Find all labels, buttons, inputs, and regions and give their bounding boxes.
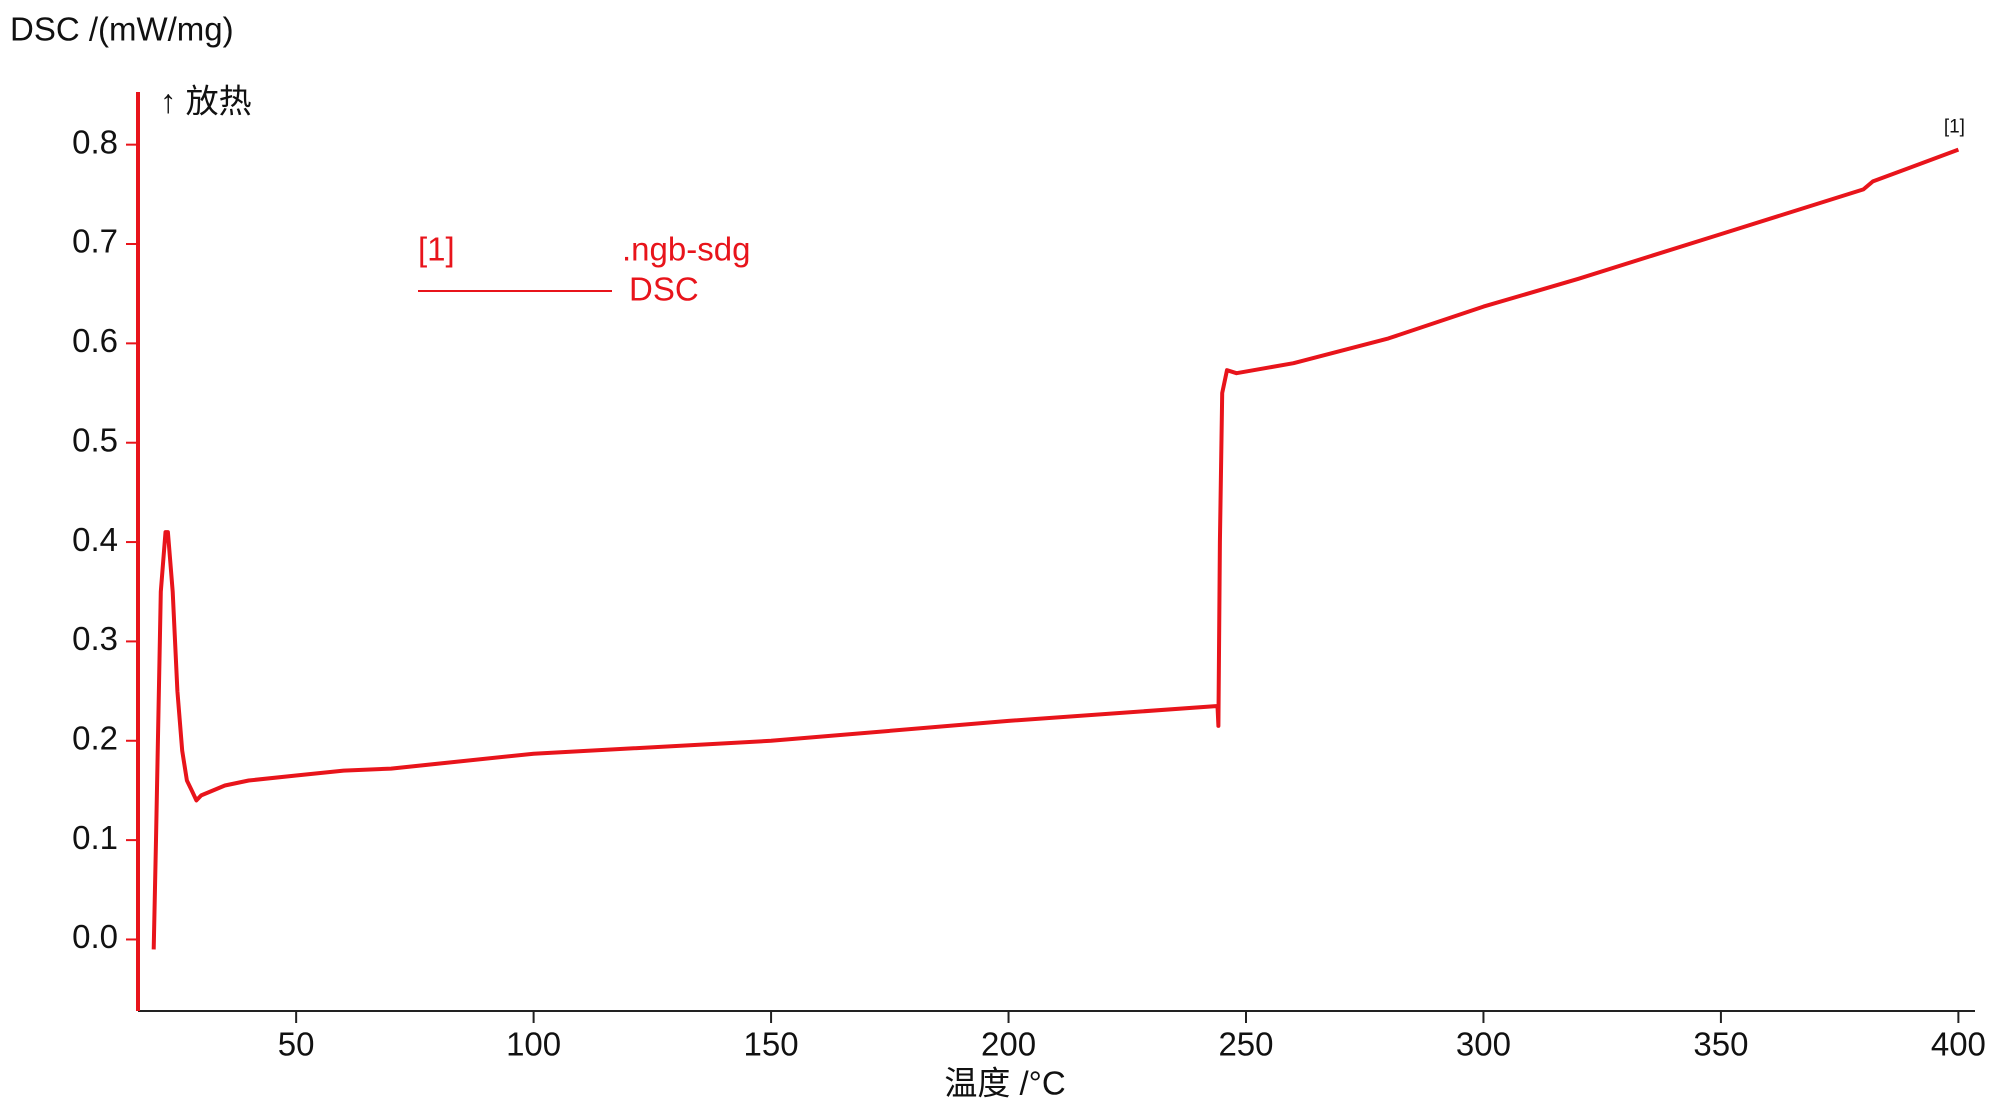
legend-label: DSC (629, 271, 699, 308)
y-tick-label: 0.6 (72, 322, 118, 359)
x-tick-label: 400 (1931, 1026, 1986, 1063)
y-tick-label: 0.5 (72, 421, 118, 458)
y-tick-label: 0.4 (72, 521, 118, 558)
y-tick-label: 0.8 (72, 123, 118, 160)
y-tick-label: 0.1 (72, 819, 118, 856)
legend-id: [1] (418, 231, 455, 268)
x-tick-label: 350 (1693, 1026, 1748, 1063)
x-tick-label: 100 (506, 1026, 561, 1063)
y-tick-label: 0.0 (72, 918, 118, 955)
y-axis-label: DSC /(mW/mg) (10, 11, 234, 48)
x-tick-label: 300 (1456, 1026, 1511, 1063)
dsc-line (151, 147, 1960, 950)
end-label: [1] (1944, 117, 1965, 138)
x-tick-label: 50 (278, 1026, 315, 1063)
y-tick-label: 0.2 (72, 719, 118, 756)
y-tick-label: 0.3 (72, 620, 118, 657)
legend-file: .ngb-sdg (622, 231, 750, 268)
x-tick-label: 250 (1218, 1026, 1273, 1063)
annotation: ↑ 放热 (160, 83, 252, 120)
x-axis-label: 温度 /°C (944, 1065, 1065, 1102)
x-tick-label: 150 (744, 1026, 799, 1063)
y-tick-label: 0.7 (72, 223, 118, 260)
x-tick-label: 200 (981, 1026, 1036, 1063)
